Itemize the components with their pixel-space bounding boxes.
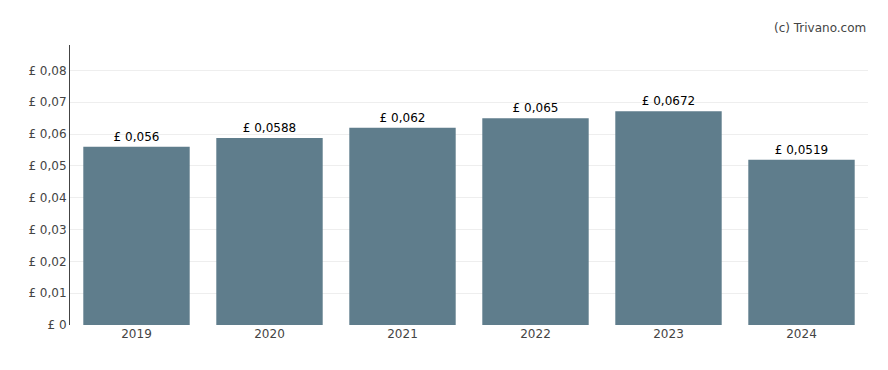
svg-text:£ 0,06: £ 0,06 <box>28 127 66 141</box>
svg-text:2023: 2023 <box>653 327 684 341</box>
svg-text:£ 0,01: £ 0,01 <box>28 286 66 300</box>
svg-text:£ 0: £ 0 <box>48 318 67 332</box>
svg-text:£ 0,08: £ 0,08 <box>28 64 66 78</box>
svg-text:£ 0,02: £ 0,02 <box>28 255 66 269</box>
svg-text:£ 0,05: £ 0,05 <box>28 159 66 173</box>
svg-text:£ 0,062: £ 0,062 <box>380 111 426 125</box>
svg-text:2021: 2021 <box>387 327 418 341</box>
svg-text:2020: 2020 <box>254 327 285 341</box>
svg-text:£ 0,03: £ 0,03 <box>28 223 66 237</box>
svg-text:£ 0,065: £ 0,065 <box>513 101 559 115</box>
svg-text:£ 0,056: £ 0,056 <box>114 130 160 144</box>
svg-text:£ 0,0672: £ 0,0672 <box>642 94 695 108</box>
svg-text:£ 0,04: £ 0,04 <box>28 191 66 205</box>
svg-text:(c) Trivano.com: (c) Trivano.com <box>774 21 866 35</box>
svg-text:£ 0,07: £ 0,07 <box>28 95 66 109</box>
svg-text:£ 0,0588: £ 0,0588 <box>243 121 296 135</box>
svg-text:2019: 2019 <box>121 327 152 341</box>
svg-text:2024: 2024 <box>786 327 817 341</box>
svg-text:2022: 2022 <box>520 327 551 341</box>
svg-text:£ 0,0519: £ 0,0519 <box>775 143 828 157</box>
